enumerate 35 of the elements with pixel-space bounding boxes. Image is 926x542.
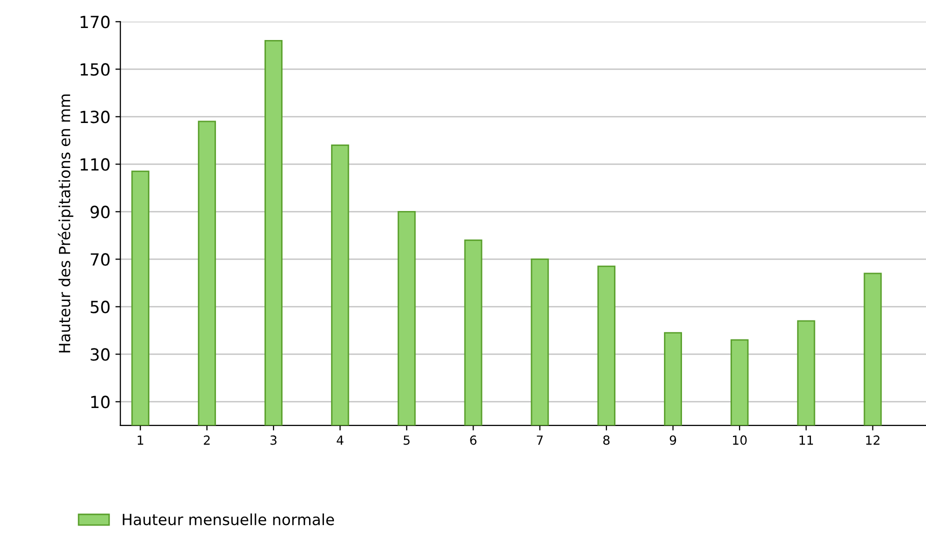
- x-tick-label: 10: [732, 435, 747, 445]
- x-tick-label: 6: [470, 435, 476, 445]
- bar: [198, 120, 216, 426]
- y-tick-label: 70: [90, 253, 110, 266]
- legend-label: Hauteur mensuelle normale: [122, 513, 334, 526]
- x-tick-label: 9: [670, 435, 676, 445]
- x-tick-label: 4: [336, 436, 344, 445]
- x-tick-label: 7: [536, 436, 543, 445]
- bar: [797, 320, 816, 426]
- bar: [864, 272, 882, 426]
- bar: [730, 339, 749, 426]
- bar: [331, 144, 350, 426]
- y-tick-label: 50: [90, 300, 110, 314]
- x-tick-label: 12: [866, 435, 880, 445]
- bar: [597, 266, 616, 426]
- y-tick-label: 130: [80, 110, 110, 124]
- bar: [264, 40, 283, 426]
- y-tick-label: 110: [80, 158, 110, 171]
- x-tick-label: 8: [603, 435, 610, 445]
- bar: [530, 258, 549, 426]
- bar: [398, 211, 416, 426]
- x-tick-label: 11: [800, 436, 813, 445]
- y-tick-label: 10: [91, 396, 110, 408]
- y-tick-label: 30: [90, 348, 110, 361]
- bar: [664, 332, 682, 426]
- x-tick-label: 2: [204, 435, 210, 445]
- bar: [464, 240, 482, 426]
- y-tick-label: 90: [90, 206, 110, 218]
- y-tick-label: 150: [80, 63, 110, 76]
- x-tick-label: 1: [138, 436, 144, 445]
- y-axis-title: Hauteur des Précipitations en mm: [58, 94, 74, 352]
- x-tick-label: 5: [404, 436, 410, 445]
- y-tick-label: 170: [80, 16, 110, 28]
- bar: [131, 170, 150, 426]
- x-tick-label: 3: [270, 435, 276, 445]
